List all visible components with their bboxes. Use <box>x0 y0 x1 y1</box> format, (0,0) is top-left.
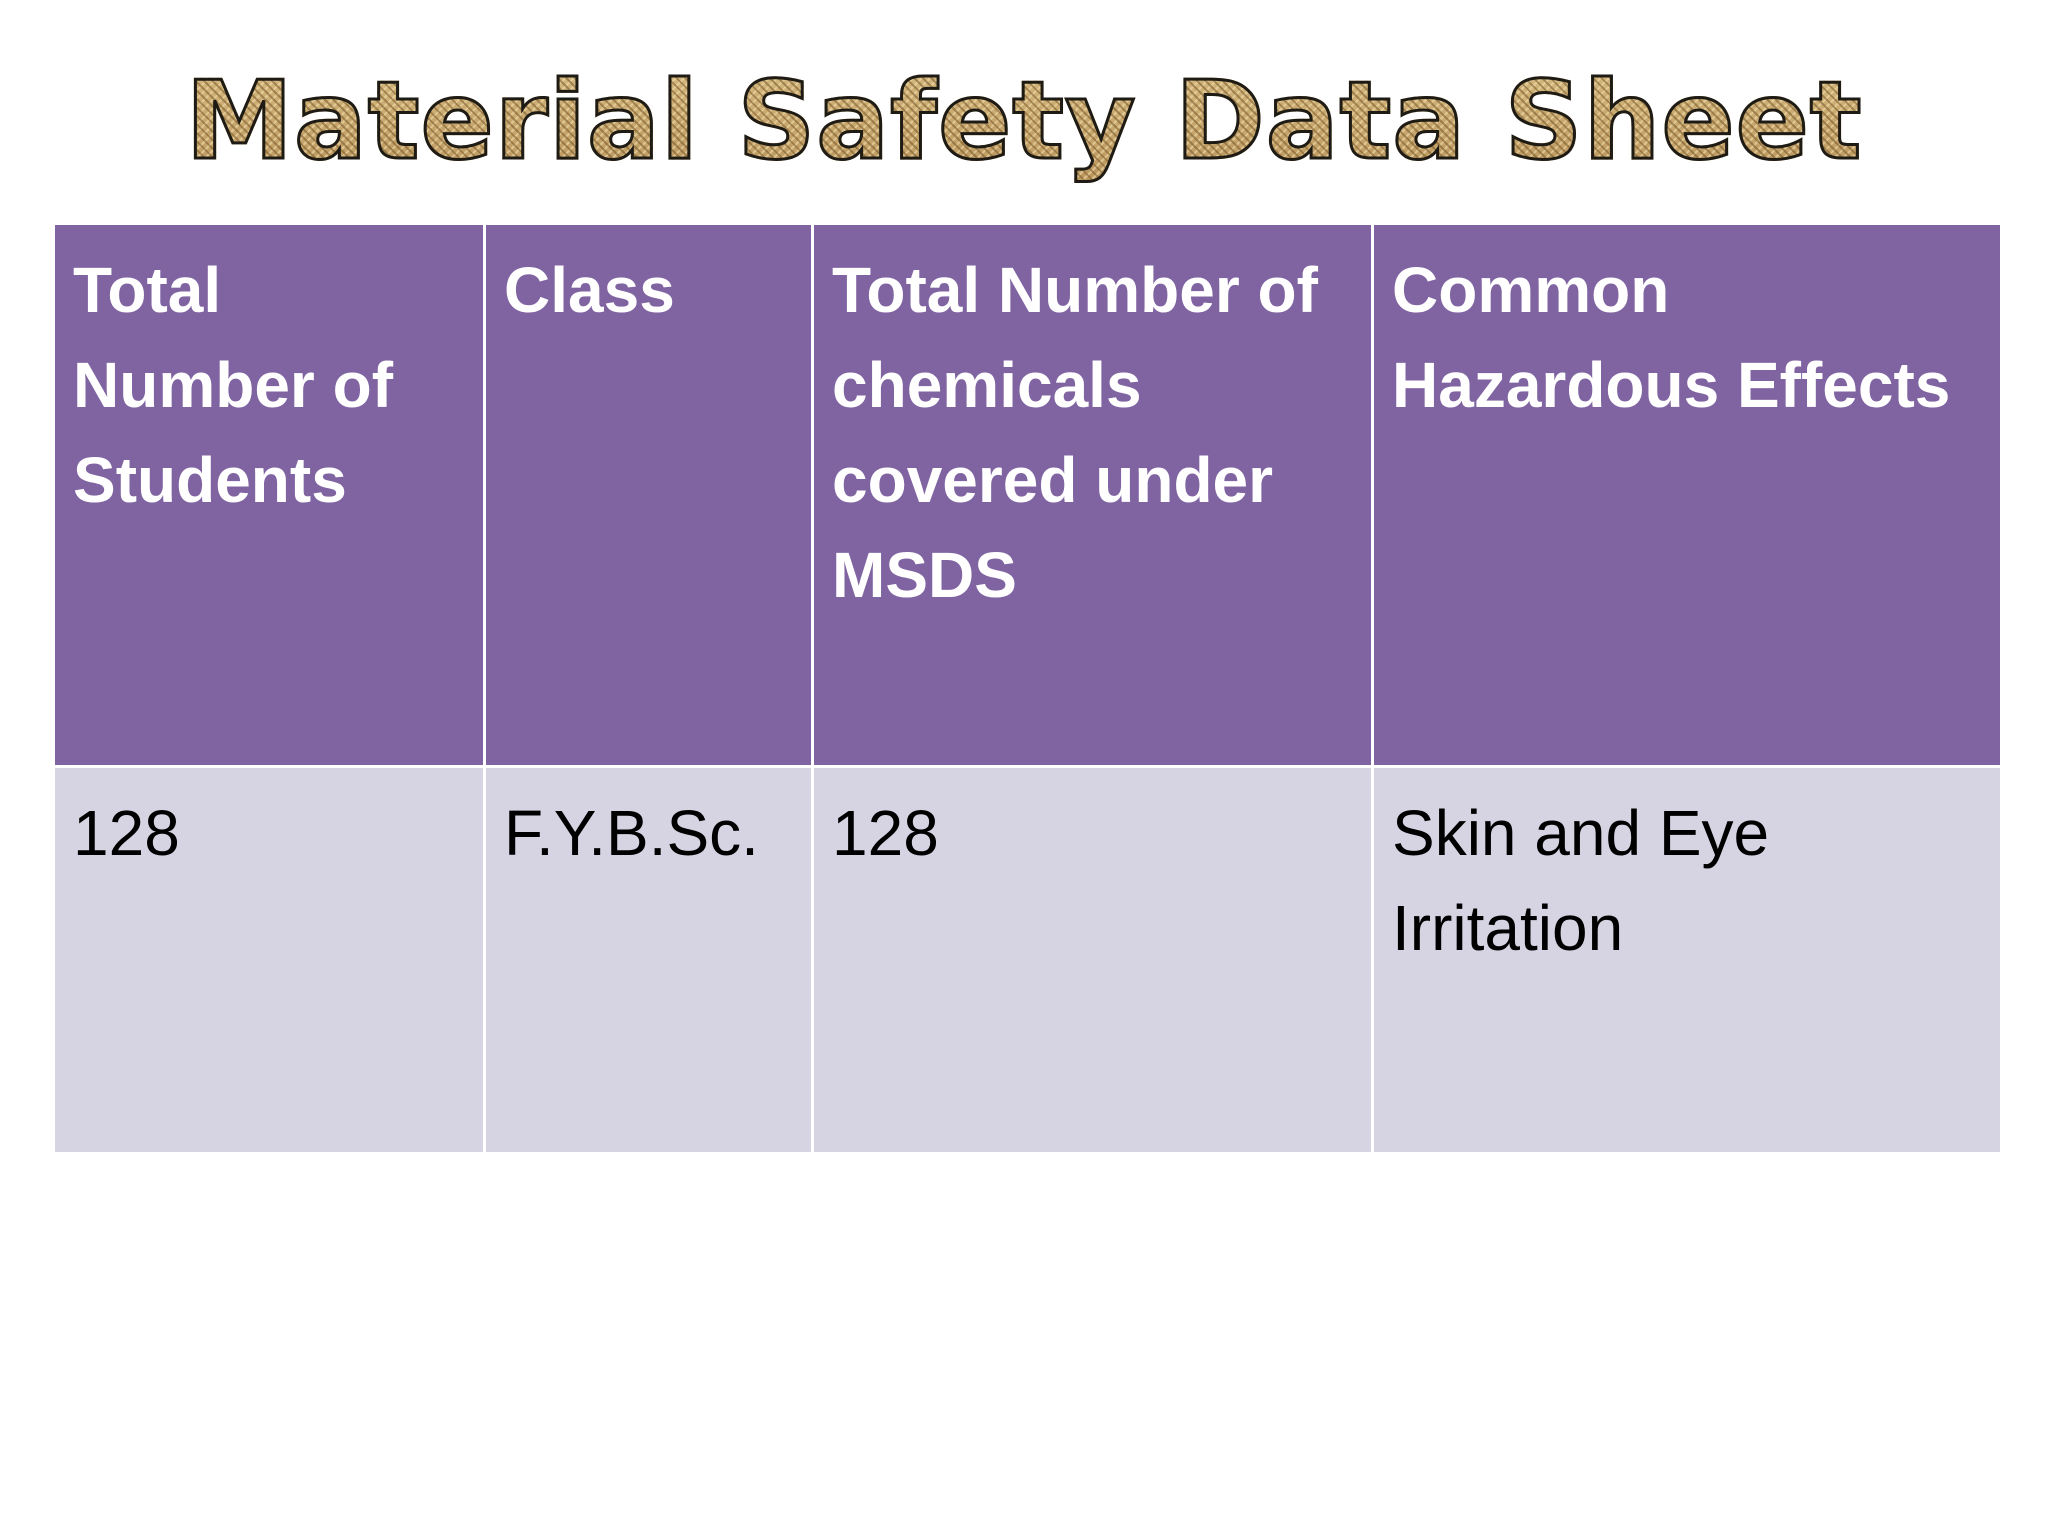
header-total-students: Total Number of Students <box>55 225 483 765</box>
cell-class: F.Y.B.Sc. <box>486 768 811 1152</box>
slide-title: Material Safety Data Sheet <box>0 52 2048 192</box>
cell-hazardous-effects: Skin and Eye Irritation <box>1374 768 2000 1152</box>
header-hazardous-effects: Common Hazardous Effects <box>1374 225 2000 765</box>
table-header-row: Total Number of Students Class Total Num… <box>55 225 2000 765</box>
header-total-chemicals: Total Number of chemicals covered under … <box>814 225 1371 765</box>
cell-total-chemicals: 128 <box>814 768 1371 1152</box>
table-row: 128 F.Y.B.Sc. 128 Skin and Eye Irritatio… <box>55 768 2000 1152</box>
header-class: Class <box>486 225 811 765</box>
msds-table: Total Number of Students Class Total Num… <box>52 222 2003 1155</box>
cell-total-students: 128 <box>55 768 483 1152</box>
